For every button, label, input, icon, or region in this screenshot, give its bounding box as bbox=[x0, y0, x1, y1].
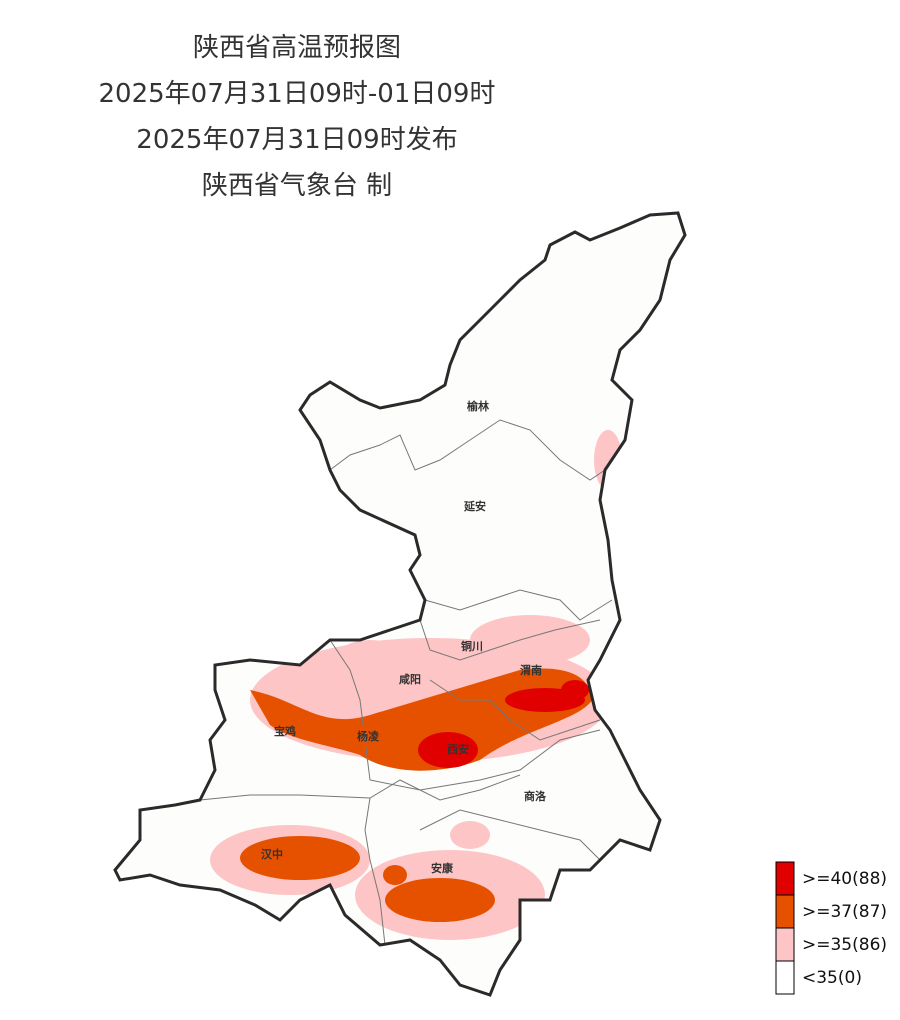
city-boundaries bbox=[199, 419, 613, 946]
city-label: 渭南 bbox=[520, 663, 542, 677]
legend-swatch bbox=[775, 894, 795, 929]
city-label: 铜川 bbox=[460, 639, 483, 653]
title: 陕西省高温预报图 bbox=[193, 33, 401, 63]
issued: 2025年07月31日09时发布 bbox=[136, 125, 457, 155]
legend-label: >=35(86) bbox=[802, 935, 887, 955]
legend-label: <35(0) bbox=[802, 968, 862, 988]
period: 2025年07月31日09时-01日09时 bbox=[99, 79, 496, 109]
legend-swatch bbox=[775, 927, 795, 962]
city-label: 西安 bbox=[447, 742, 469, 756]
city-label: 宝鸡 bbox=[274, 724, 296, 738]
legend-label: >=37(87) bbox=[802, 902, 887, 922]
city-label: 咸阳 bbox=[399, 672, 421, 686]
heat-zones bbox=[210, 430, 622, 940]
city-label: 汉中 bbox=[261, 847, 283, 861]
legend-swatch bbox=[775, 960, 795, 995]
legend-label: >=40(88) bbox=[802, 869, 887, 889]
province-fill bbox=[115, 213, 685, 995]
city-label: 榆林 bbox=[467, 399, 489, 413]
city-label: 商洛 bbox=[524, 789, 547, 803]
issuer: 陕西省气象台 制 bbox=[202, 171, 392, 201]
city-label: 延安 bbox=[463, 499, 486, 513]
zone-40 bbox=[418, 680, 589, 768]
legend-swatch bbox=[775, 861, 795, 896]
zone-37 bbox=[240, 668, 592, 922]
city-label: 安康 bbox=[431, 861, 454, 875]
city-label: 杨凌 bbox=[357, 729, 380, 743]
legend: >=40(88) >=37(87) >=35(86) <35(0) bbox=[775, 861, 887, 995]
